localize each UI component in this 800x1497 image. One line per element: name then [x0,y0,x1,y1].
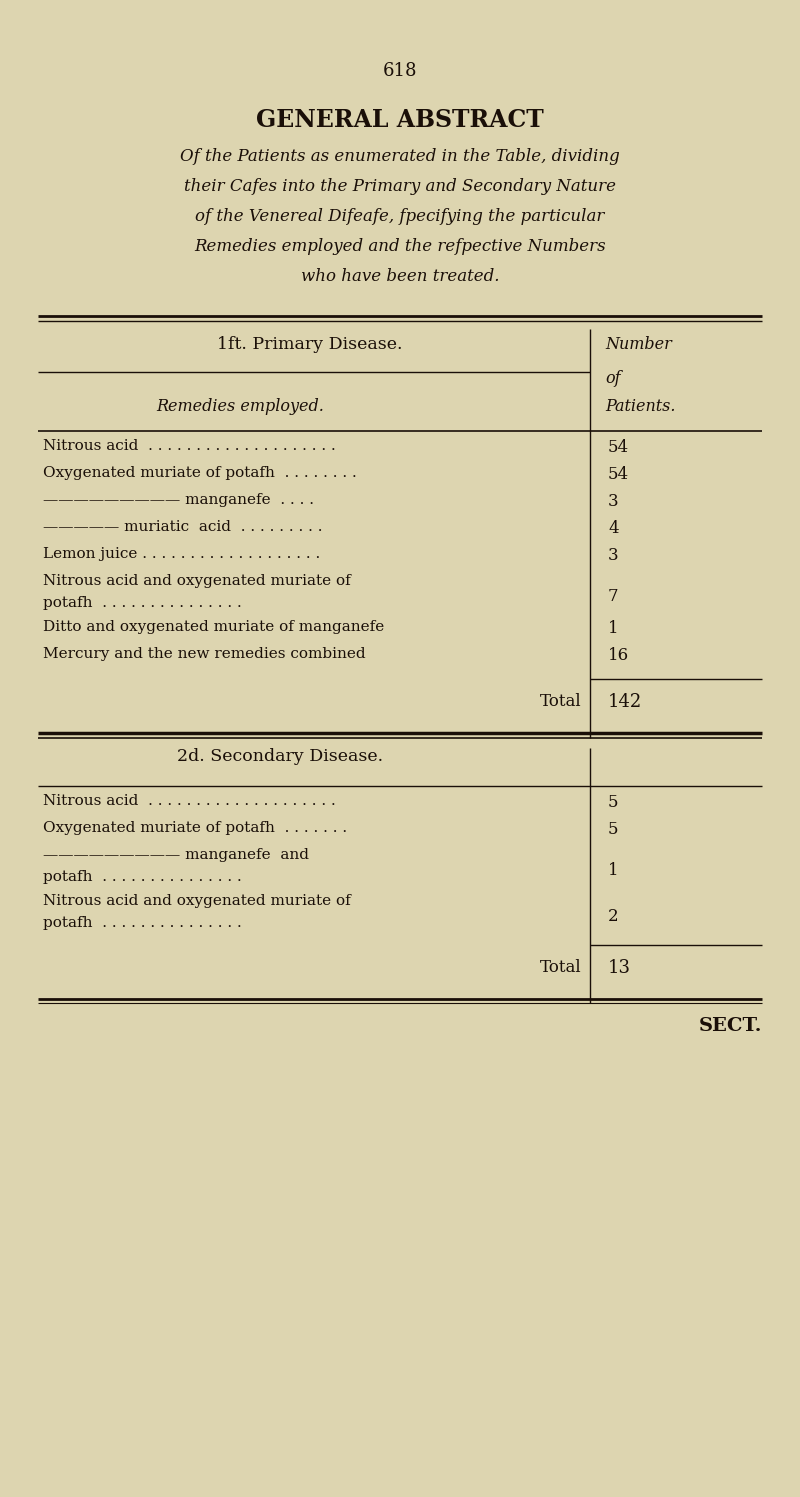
Text: 3: 3 [608,493,618,510]
Text: Of the Patients as enumerated in the Table, dividing: Of the Patients as enumerated in the Tab… [180,148,620,165]
Text: Lemon juice . . . . . . . . . . . . . . . . . . .: Lemon juice . . . . . . . . . . . . . . … [43,546,320,561]
Text: 5: 5 [608,793,618,811]
Text: Nitrous acid and oxygenated muriate of: Nitrous acid and oxygenated muriate of [43,573,350,588]
Text: Mercury and the new remedies combined: Mercury and the new remedies combined [43,647,366,662]
Text: Nitrous acid and oxygenated muriate of: Nitrous acid and oxygenated muriate of [43,894,350,909]
Text: 13: 13 [608,960,631,978]
Text: 1: 1 [608,620,618,638]
Text: 3: 3 [608,546,618,564]
Text: Patients.: Patients. [605,398,675,415]
Text: 1: 1 [608,862,618,879]
Text: 1ft. Primary Disease.: 1ft. Primary Disease. [218,335,402,353]
Text: 142: 142 [608,693,642,711]
Text: ————— muriatic  acid  . . . . . . . . .: ————— muriatic acid . . . . . . . . . [43,519,322,534]
Text: Ditto and oxygenated muriate of manganefe: Ditto and oxygenated muriate of manganef… [43,620,384,635]
Text: Total: Total [540,693,582,710]
Text: Nitrous acid  . . . . . . . . . . . . . . . . . . . .: Nitrous acid . . . . . . . . . . . . . .… [43,439,336,454]
Text: potafh  . . . . . . . . . . . . . . .: potafh . . . . . . . . . . . . . . . [43,596,242,609]
Text: of the Venereal Difeafe, fpecifying the particular: of the Venereal Difeafe, fpecifying the … [195,208,605,225]
Text: ————————— manganefe  . . . .: ————————— manganefe . . . . [43,493,314,507]
Text: Oxygenated muriate of potafh  . . . . . . .: Oxygenated muriate of potafh . . . . . .… [43,820,347,835]
Text: their Cafes into the Primary and Secondary Nature: their Cafes into the Primary and Seconda… [184,178,616,195]
Text: Oxygenated muriate of potafh  . . . . . . . .: Oxygenated muriate of potafh . . . . . .… [43,466,357,481]
Text: of: of [605,370,621,388]
Text: potafh  . . . . . . . . . . . . . . .: potafh . . . . . . . . . . . . . . . [43,916,242,930]
Text: 16: 16 [608,647,629,665]
Text: who have been treated.: who have been treated. [301,268,499,284]
Text: Remedies employed and the refpective Numbers: Remedies employed and the refpective Num… [194,238,606,254]
Text: Remedies employed.: Remedies employed. [156,398,324,415]
Text: Nitrous acid  . . . . . . . . . . . . . . . . . . . .: Nitrous acid . . . . . . . . . . . . . .… [43,793,336,808]
Text: 2: 2 [608,909,618,925]
Text: SECT.: SECT. [698,1016,762,1034]
Text: 2d. Secondary Disease.: 2d. Secondary Disease. [177,748,383,765]
Text: 5: 5 [608,820,618,838]
Text: potafh  . . . . . . . . . . . . . . .: potafh . . . . . . . . . . . . . . . [43,870,242,885]
Text: 54: 54 [608,466,629,484]
Text: Number: Number [605,335,672,353]
Text: 7: 7 [608,588,618,605]
Text: ————————— manganefe  and: ————————— manganefe and [43,847,309,862]
Text: 54: 54 [608,439,629,457]
Text: 618: 618 [382,61,418,79]
Text: Total: Total [540,960,582,976]
Text: 4: 4 [608,519,618,537]
Text: GENERAL ABSTRACT: GENERAL ABSTRACT [256,108,544,132]
